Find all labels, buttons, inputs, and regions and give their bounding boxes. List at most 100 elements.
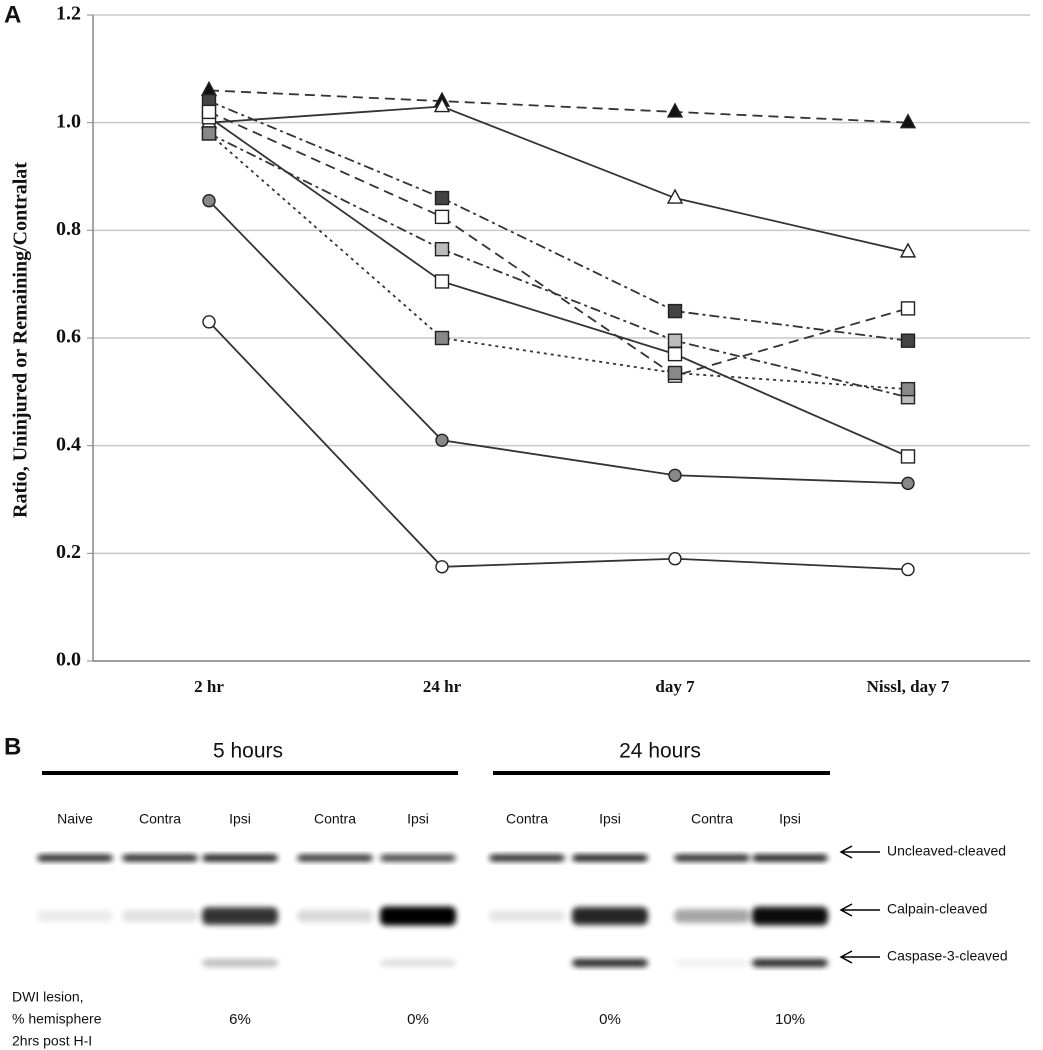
marker [202, 194, 216, 208]
y-tick-label: 0.6 [56, 326, 81, 348]
blot-band [122, 854, 198, 862]
series-line [208, 321, 909, 571]
blot-band [122, 910, 198, 922]
marker [667, 365, 683, 381]
series-line [208, 200, 909, 485]
series-line [208, 132, 909, 391]
x-tick-label: day 7 [655, 677, 695, 696]
marker [433, 97, 451, 113]
x-tick-label: 24 hr [423, 677, 462, 696]
lesion-value: 0% [599, 1011, 621, 1028]
blot-band [37, 854, 113, 862]
group-label: 24 hours [619, 740, 701, 763]
lesion-label: DWI lesion, [12, 989, 84, 1005]
marker [900, 333, 916, 348]
marker [668, 552, 682, 566]
series-line [208, 100, 909, 342]
blot-band [752, 854, 828, 862]
arrow-head [839, 903, 853, 917]
lane-label: Contra [691, 811, 733, 827]
lane-label: Ipsi [229, 811, 251, 827]
lesion-label: % hemisphere [12, 1011, 102, 1027]
marker [900, 381, 916, 397]
blot-band [202, 959, 278, 967]
arrow-head [839, 845, 853, 859]
series-line [208, 89, 909, 124]
series-line [208, 116, 909, 458]
blot-band [37, 910, 113, 922]
y-tick-label: 0.4 [56, 433, 81, 455]
series-line [208, 132, 909, 399]
marker [434, 330, 450, 346]
band-label: Uncleaved-cleaved [887, 843, 1006, 859]
marker [667, 333, 683, 348]
blot-band [489, 854, 565, 862]
blot-band [674, 909, 750, 923]
marker [434, 209, 450, 225]
lane-label: Contra [139, 811, 181, 827]
y-tick-label: 0.0 [56, 649, 81, 671]
band-label: Caspase-3-cleaved [887, 948, 1008, 964]
marker [666, 102, 684, 118]
arrow-head [839, 950, 853, 964]
lesion-value: 6% [229, 1011, 251, 1028]
marker [666, 188, 684, 204]
lane-label: Contra [314, 811, 356, 827]
band-label: Calpain-cleaved [887, 901, 987, 917]
marker [900, 301, 916, 316]
y-tick-label: 0.8 [56, 218, 81, 240]
marker [202, 315, 216, 329]
blot-band [572, 854, 648, 862]
marker [667, 303, 683, 319]
marker [434, 190, 450, 206]
series-line [208, 111, 909, 377]
blot-band [674, 959, 750, 967]
lane-label: Naive [57, 811, 93, 827]
y-axis-label: Ratio, Uninjured or Remaining/Contralat [10, 162, 32, 518]
marker [200, 80, 218, 97]
blot-band [380, 959, 456, 967]
lane-label: Ipsi [407, 811, 429, 827]
blot-band [380, 906, 456, 926]
marker [201, 126, 217, 141]
lane-label: Contra [506, 811, 548, 827]
blot-band [380, 854, 456, 862]
series-line [208, 105, 909, 253]
lesion-label: 2hrs post H-I [12, 1033, 92, 1049]
blot-band [572, 907, 648, 925]
lane-label: Ipsi [599, 811, 621, 827]
group-label: 5 hours [213, 740, 283, 763]
marker [901, 476, 915, 491]
blot-band [489, 910, 565, 922]
blot-band [297, 909, 373, 923]
blot-band [202, 854, 278, 862]
lane-label: Ipsi [779, 811, 801, 827]
x-tick-label: Nissl, day 7 [867, 677, 950, 696]
marker [434, 241, 450, 257]
lesion-value: 10% [775, 1011, 805, 1028]
lesion-value: 0% [407, 1011, 429, 1028]
blot-band [202, 907, 278, 925]
panel-label: B [4, 733, 21, 760]
blot-band [674, 854, 750, 862]
blot: 5 hours 24 hours DWI lesion, % hemispher… [12, 740, 1008, 1049]
y-tick-label: 0.2 [56, 541, 81, 563]
marker [668, 468, 682, 482]
panel-label: A [4, 1, 21, 28]
marker [435, 560, 449, 574]
marker [901, 562, 915, 577]
marker [899, 113, 917, 129]
blot-band [572, 959, 648, 967]
marker [435, 433, 449, 447]
marker [434, 274, 450, 289]
marker [900, 449, 916, 464]
blot-band [752, 959, 828, 967]
blot-band [752, 906, 828, 926]
blot-band [297, 854, 373, 862]
x-tick-label: 2 hr [194, 677, 224, 696]
marker [667, 346, 683, 362]
marker [899, 242, 917, 258]
marker [201, 104, 217, 120]
